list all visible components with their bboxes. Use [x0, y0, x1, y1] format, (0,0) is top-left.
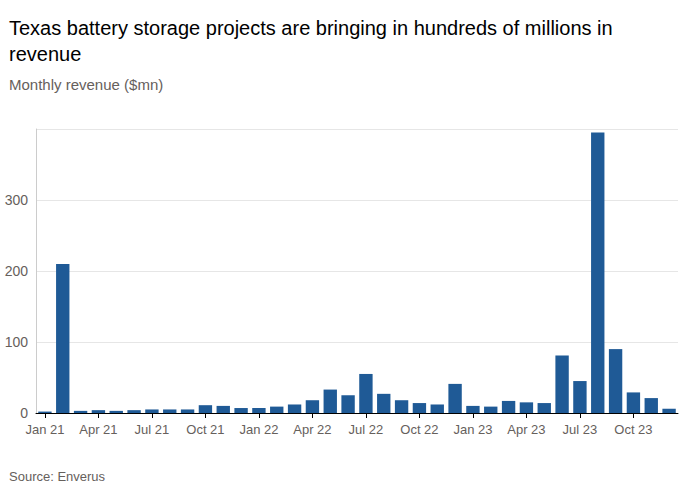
svg-text:Jul 21: Jul 21 — [135, 422, 170, 437]
svg-text:Apr 22: Apr 22 — [293, 422, 331, 437]
svg-text:Jul 23: Jul 23 — [563, 422, 598, 437]
svg-text:Jan 22: Jan 22 — [239, 422, 278, 437]
svg-text:Apr 23: Apr 23 — [507, 422, 545, 437]
svg-text:300: 300 — [5, 192, 29, 208]
svg-text:Oct 23: Oct 23 — [614, 422, 652, 437]
svg-text:Jan 21: Jan 21 — [25, 422, 64, 437]
svg-text:Texas battery storage projects: Texas battery storage projects are bring… — [9, 17, 618, 39]
svg-text:revenue: revenue — [9, 43, 81, 65]
svg-text:0: 0 — [20, 405, 28, 421]
svg-text:Oct 22: Oct 22 — [400, 422, 438, 437]
svg-text:200: 200 — [5, 263, 29, 279]
svg-text:Oct 21: Oct 21 — [186, 422, 224, 437]
svg-text:Jan 23: Jan 23 — [453, 422, 492, 437]
svg-text:Source: Enverus: Source: Enverus — [9, 469, 106, 484]
svg-text:Monthly revenue ($mn): Monthly revenue ($mn) — [9, 76, 163, 93]
svg-text:Jul 22: Jul 22 — [349, 422, 384, 437]
svg-text:Apr 21: Apr 21 — [79, 422, 117, 437]
svg-text:100: 100 — [5, 334, 29, 350]
